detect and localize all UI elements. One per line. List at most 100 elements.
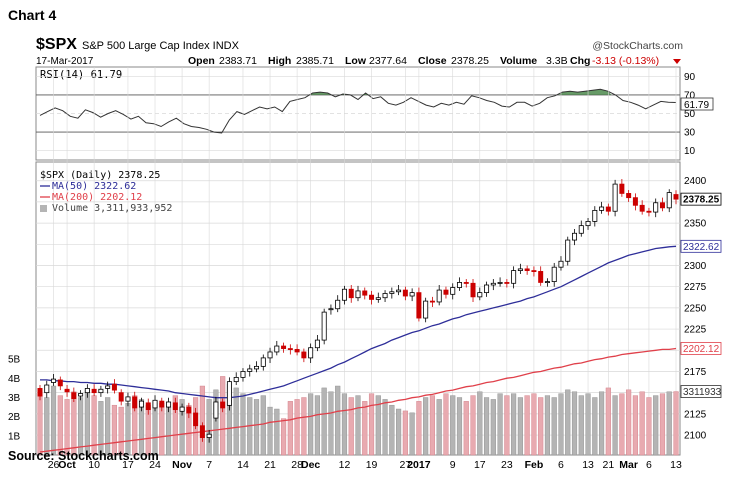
candlestick xyxy=(84,384,90,398)
volume-bar xyxy=(301,397,307,456)
candlestick xyxy=(240,368,246,382)
candle-body xyxy=(558,260,564,268)
candle-body xyxy=(619,183,625,194)
candle-body xyxy=(463,282,469,284)
volume-bar xyxy=(483,397,490,456)
candle-body xyxy=(369,294,375,300)
candle-body xyxy=(497,282,503,284)
candlestick xyxy=(429,296,435,308)
candle-body xyxy=(382,293,388,299)
candlestick xyxy=(531,266,537,277)
candle-body xyxy=(335,299,341,310)
volume-bar xyxy=(335,385,341,456)
volume-bar xyxy=(44,397,50,456)
volume-bar xyxy=(118,406,124,456)
candlestick xyxy=(639,200,645,215)
volume-bar xyxy=(477,391,483,456)
candlestick xyxy=(599,201,605,214)
candle-body xyxy=(37,388,43,397)
volume-bar xyxy=(646,397,652,456)
price-tick-label: 2350 xyxy=(684,219,707,230)
candlestick xyxy=(206,429,212,443)
volume-bar xyxy=(179,399,185,456)
candle-body xyxy=(538,271,544,283)
volume-tick-label: 3B xyxy=(8,393,21,404)
candlestick xyxy=(517,263,523,274)
volume-bar xyxy=(409,412,415,456)
candle-body xyxy=(78,393,84,397)
volume-bar xyxy=(639,391,645,456)
legend-spx: $SPX (Daily) 2378.25 xyxy=(40,170,160,181)
candlestick xyxy=(138,397,144,412)
volume-bar xyxy=(659,393,666,456)
chart-caption: Chart 4 xyxy=(8,7,56,23)
open-value: 2383.71 xyxy=(219,55,257,67)
volume-bar xyxy=(362,401,368,456)
rsi-tag-text: 61.79 xyxy=(684,100,709,111)
x-tick-label: Oct xyxy=(58,459,76,471)
candlestick xyxy=(233,372,239,386)
x-tick-label: 26 xyxy=(48,459,60,471)
candlestick xyxy=(558,256,564,271)
candle-body xyxy=(666,192,672,209)
price-tag-label: 2378.25 xyxy=(683,195,720,206)
volume-bar xyxy=(375,395,381,456)
candlestick xyxy=(314,335,320,352)
price-tag-box xyxy=(680,385,722,398)
candle-body xyxy=(355,290,361,299)
rsi-value-tag: 61.79 xyxy=(680,97,714,111)
price-tick-label: 2250 xyxy=(684,303,707,314)
candle-body xyxy=(490,282,496,286)
volume-bar xyxy=(450,395,456,456)
volume-bar xyxy=(578,395,584,456)
candle-body xyxy=(193,412,199,427)
x-tick-label: 10 xyxy=(88,459,100,471)
volume-bar xyxy=(653,395,659,456)
x-tick-label: 12 xyxy=(339,459,351,471)
volume-bar xyxy=(220,376,226,456)
source-note: Source: Stockcharts.com xyxy=(8,449,159,463)
candle-body xyxy=(186,406,192,414)
high-value: 2385.71 xyxy=(296,55,334,67)
volume-tick-label: 4B xyxy=(8,374,21,385)
index-name: S&P 500 Large Cap Index INDX xyxy=(82,40,240,52)
volume-bar xyxy=(416,401,422,456)
volume-bar xyxy=(429,395,435,456)
candlestick xyxy=(524,265,530,275)
candle-body xyxy=(308,347,314,359)
volume-bar xyxy=(497,393,503,456)
volume-bar xyxy=(57,395,63,456)
price-tick-label: 2175 xyxy=(684,367,707,378)
candle-body xyxy=(179,406,185,412)
candle-body xyxy=(639,204,645,212)
candle-body xyxy=(294,349,300,353)
candle-body xyxy=(659,202,665,209)
candlestick xyxy=(98,385,104,397)
candlestick xyxy=(443,286,449,299)
volume-tick-label: 5B xyxy=(8,355,21,366)
x-tick-label: Feb xyxy=(525,459,544,471)
candlestick xyxy=(132,391,138,412)
candlestick xyxy=(166,397,172,413)
volume-bar xyxy=(666,391,672,456)
candle-body xyxy=(341,288,347,301)
price-tag-box xyxy=(680,239,722,253)
rsi-tick-label: 30 xyxy=(684,128,696,139)
candlestick xyxy=(179,403,185,416)
volume-bar xyxy=(673,391,679,456)
volume-bar xyxy=(308,393,314,456)
volume-bar xyxy=(233,387,239,456)
candlestick xyxy=(37,385,43,401)
candlestick xyxy=(267,347,273,363)
price-tag-label: 3311933 xyxy=(683,387,722,398)
volume-bar xyxy=(599,391,605,456)
candle-body xyxy=(64,388,70,393)
volume-bar xyxy=(565,389,571,456)
rsi-line xyxy=(39,88,677,134)
price-tick-label: 2275 xyxy=(684,282,707,293)
candlestick xyxy=(321,308,327,345)
volume-bar xyxy=(240,393,246,456)
volume-bar xyxy=(98,401,104,456)
rsi-legend: RSI(14) 61.79 xyxy=(40,69,122,81)
candle-body xyxy=(409,292,415,297)
